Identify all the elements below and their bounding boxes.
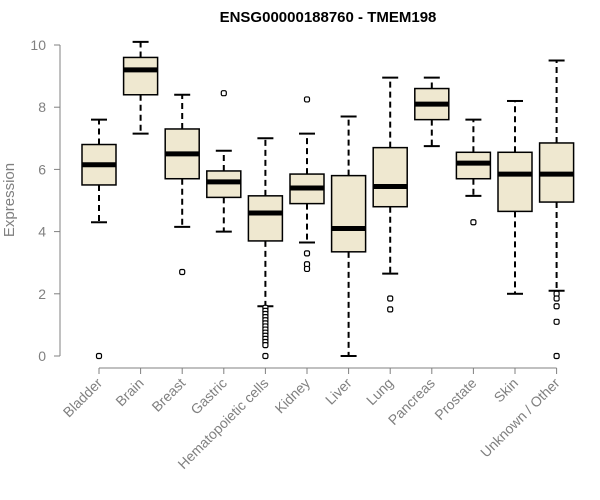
outlier-point <box>553 352 560 360</box>
y-tick-label: 2 <box>38 286 46 302</box>
box-group-gastric <box>206 90 242 233</box>
x-tick-label: Lung <box>363 375 396 408</box>
outlier-point <box>553 295 560 302</box>
y-tick-label: 0 <box>38 348 46 364</box>
y-tick-label: 4 <box>38 224 46 240</box>
box-group-lung <box>372 76 408 313</box>
box-group-unknown-other <box>538 59 575 360</box>
x-tick-label: Skin <box>491 375 522 406</box>
chart-title: ENSG00000188760 - TMEM198 <box>220 9 437 26</box>
box-group-liver <box>330 115 367 357</box>
box <box>122 56 159 96</box>
x-tick-label: Kidney <box>272 375 314 417</box>
x-tick-label: Unknown / Other <box>477 375 563 461</box>
outlier-point <box>303 265 311 273</box>
outlier-point <box>95 352 103 360</box>
y-tick-label: 8 <box>38 99 46 115</box>
y-tick-label: 10 <box>30 37 46 53</box>
y-axis-title: Expression <box>1 163 18 237</box>
box-group-bladder <box>81 118 117 360</box>
box-group-hematopoietic-cells <box>247 137 284 360</box>
outlier-point <box>553 303 560 310</box>
plot-area <box>81 40 575 360</box>
outlier-point <box>387 306 394 313</box>
box <box>497 151 533 213</box>
box-group-brain <box>122 40 159 135</box>
box-group-breast <box>164 93 200 276</box>
box-group-pancreas <box>414 76 450 148</box>
outlier-point <box>553 318 560 325</box>
outlier-point <box>303 250 311 257</box>
outlier-point <box>303 96 311 103</box>
x-tick-label: Brain <box>112 375 146 409</box>
outlier-point <box>470 219 477 226</box>
box <box>330 174 367 253</box>
x-tick-label: Breast <box>148 375 188 415</box>
outlier-point <box>179 268 186 276</box>
outlier-point <box>220 90 227 97</box>
box <box>247 195 284 242</box>
box-group-prostate <box>455 118 492 226</box>
x-tick-label: Bladder <box>60 375 106 421</box>
outlier-point <box>262 342 269 349</box>
outlier-point <box>387 295 394 302</box>
box-group-skin <box>497 99 533 295</box>
outlier-point <box>262 352 269 360</box>
y-tick-label: 6 <box>38 161 46 177</box>
box <box>372 146 408 208</box>
x-tick-label: Prostate <box>431 375 479 423</box>
x-tick-label: Liver <box>322 375 355 408</box>
y-axis: 0 2 4 6 8 10 <box>30 37 61 364</box>
box-group-kidney <box>289 96 325 273</box>
